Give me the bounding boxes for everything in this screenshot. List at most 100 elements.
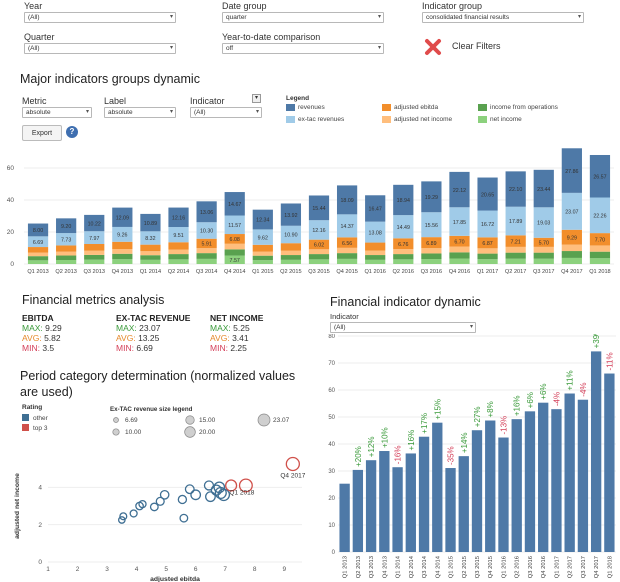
bar-segment [505,171,526,207]
bar-segment [252,251,273,256]
bar-segment [280,243,302,251]
scatter-point [159,489,170,500]
data-label: 27.86 [565,169,578,175]
bar-segment [56,255,77,260]
max-label: MAX: [22,323,43,333]
help-icon[interactable]: ? [66,126,78,138]
data-label: 26.57 [593,174,606,180]
data-label: 10.22 [88,221,101,227]
x-tick-label: Q2 2015 [280,269,301,275]
indicator-group-select[interactable]: consolidated financial results ▾ [422,12,584,23]
max-label: MAX: [210,323,231,333]
bar-segment [140,259,161,264]
clear-filters-button[interactable]: Clear Filters [424,38,544,56]
data-label: 5.70 [539,241,549,247]
data-label: 6.76 [398,242,408,248]
data-label: 9.29 [567,235,577,241]
legend-label: income from operations [490,104,558,111]
bar-segment [168,249,189,255]
y-tick-label: 0 [38,559,42,566]
period-title-line-2: are used) [20,385,73,399]
metric-group-ex-tac-revenue: EX-TAC REVENUE MAX: 23.07 AVG: 13.25 MIN… [116,313,190,353]
y-tick-label: 0 [10,261,14,268]
bar-segment [224,234,245,244]
bar-segment [421,253,442,260]
bar-segment [252,255,273,261]
bar [524,411,536,552]
x-tick-label: Q2 2013 [55,269,76,275]
avg-value: 5.82 [44,333,61,343]
label-select[interactable]: absolute ▾ [104,107,176,118]
major-indicators-title: Major indicators groups dynamic [20,72,200,86]
bar-segment [589,258,611,264]
bar-segment [84,244,105,251]
chevron-down-icon: ▾ [85,109,89,115]
size-legend-label: 23.07 [273,417,290,424]
scatter-point [179,513,189,523]
bar-segment [589,251,611,259]
y-tick-label: 60 [328,388,335,394]
avg-label: AVG: [22,333,42,343]
ytd-select[interactable]: off ▾ [222,43,384,54]
bar [339,483,350,552]
metric-group-name: NET INCOME [210,313,264,323]
bar-segment [505,252,526,259]
bar [564,393,575,552]
data-label: 17.85 [453,220,466,226]
ytd-value: off [226,45,234,52]
y-tick-label: 10 [328,523,335,529]
data-label: 6.56 [342,241,352,247]
bar-segment [336,237,358,248]
scatter-point [117,516,126,524]
bar-segment [365,195,386,222]
scatter-point [184,484,195,495]
bar [485,420,496,552]
x-tick-label: Q2 2017 [568,556,574,578]
year-select[interactable]: (All) ▾ [24,12,176,23]
metric-select[interactable]: absolute ▾ [22,107,92,118]
chevron-down-icon: ▾ [577,14,581,20]
x-tick-label: Q1 2018 [589,269,610,275]
bar-segment [477,248,498,254]
scatter-chart: Rating other top 3 Ex-TAC revenue size lege… [14,404,306,582]
indicator-group-label: Indicator group [422,1,483,11]
export-button[interactable]: Export [22,125,62,141]
legend-label: revenues [298,104,325,111]
indicator-select[interactable]: (All) ▾ [190,107,262,118]
bar-segment [393,259,414,264]
bar-segment [365,259,386,264]
date-group-select[interactable]: quarter ▾ [222,12,384,23]
bar-segment [589,197,611,234]
x-tick-label: Q1 2016 [364,269,385,275]
metric-group-name: EBITDA [22,313,54,323]
size-legend-circle [113,417,119,423]
x-tick-label: Q2 2016 [515,556,521,578]
x-tick-label: Q3 2013 [369,556,375,578]
bar-segment [477,253,498,260]
bar-segment [84,214,105,232]
data-label: 14.49 [397,225,410,231]
filter-menu-icon[interactable]: ▾ [252,94,261,103]
bar-segment [140,251,161,256]
bar [365,460,377,552]
bar-segment [533,258,554,264]
data-label: 8.32 [145,236,155,242]
bar-segment [252,209,273,230]
x-tick-label: Q2 2014 [168,269,189,275]
chevron-down-icon: ▾ [377,45,381,51]
quarter-select-value: (All) [28,45,40,52]
data-label: 10.90 [284,233,297,239]
quarter-select[interactable]: (All) ▾ [24,43,176,54]
bar-segment [336,258,358,264]
x-tick-label: 3 [105,566,109,573]
fin-indicator-select[interactable]: (All) ▾ [330,322,476,333]
y-tick-label: 20 [328,496,335,502]
data-label: 13.92 [284,213,297,219]
label-control-label: Label [104,96,127,106]
legend-swatch [286,116,295,123]
bar-segment [84,231,105,244]
data-label: 6.70 [454,239,464,245]
x-tick-label: Q4 2016 [449,269,470,275]
bar [498,437,509,552]
data-label: 10.30 [200,229,213,235]
